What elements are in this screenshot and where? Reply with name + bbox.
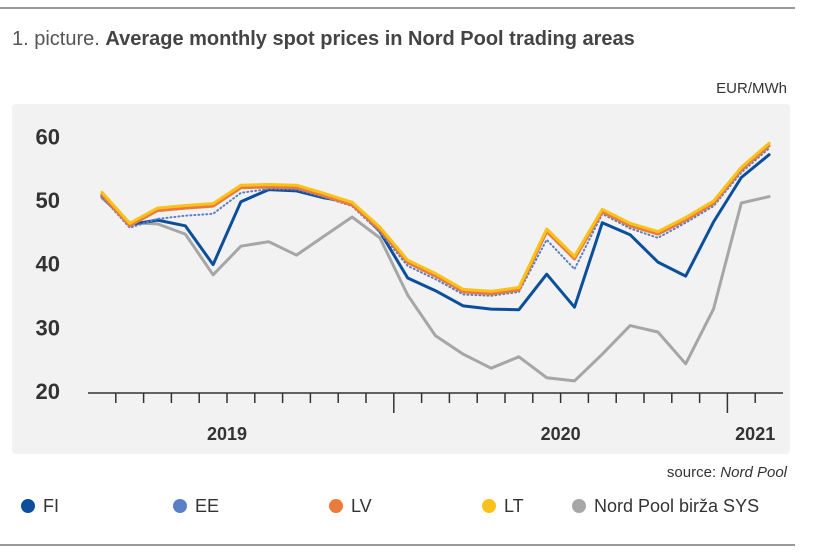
legend-label: LT (504, 496, 524, 516)
legend-marker (173, 499, 187, 513)
series-line (100, 153, 771, 312)
series-line (100, 147, 771, 297)
series-line (100, 141, 771, 293)
legend-label: LV (351, 496, 372, 516)
source-note: source: Nord Pool (667, 464, 788, 481)
source-name: Nord Pool (720, 464, 787, 481)
title-main: Average monthly spot prices in Nord Pool… (105, 28, 634, 50)
y-tick-label: 30 (36, 315, 60, 340)
legend-marker (329, 499, 343, 513)
legend-marker (572, 499, 586, 513)
x-tick-label: 2020 (541, 424, 581, 444)
legend-marker (21, 499, 35, 513)
legend-marker (482, 499, 496, 513)
source-label: source: (667, 464, 716, 481)
series-line (100, 144, 771, 296)
unit-label: EUR/MWh (716, 80, 787, 97)
chart-title: 1. picture. Average monthly spot prices … (12, 28, 635, 50)
title-prefix: 1. picture. (12, 28, 100, 50)
y-tick-label: 60 (36, 125, 60, 150)
x-tick-label: 2021 (735, 424, 775, 444)
y-tick-label: 50 (36, 188, 60, 213)
legend-label: EE (195, 496, 219, 516)
y-tick-label: 20 (36, 379, 60, 404)
y-tick-label: 40 (36, 252, 60, 277)
legend-label: Nord Pool birža SYS (594, 496, 759, 516)
legend-label: FI (43, 496, 59, 516)
x-tick-label: 2019 (207, 424, 247, 444)
series-line (100, 195, 771, 383)
